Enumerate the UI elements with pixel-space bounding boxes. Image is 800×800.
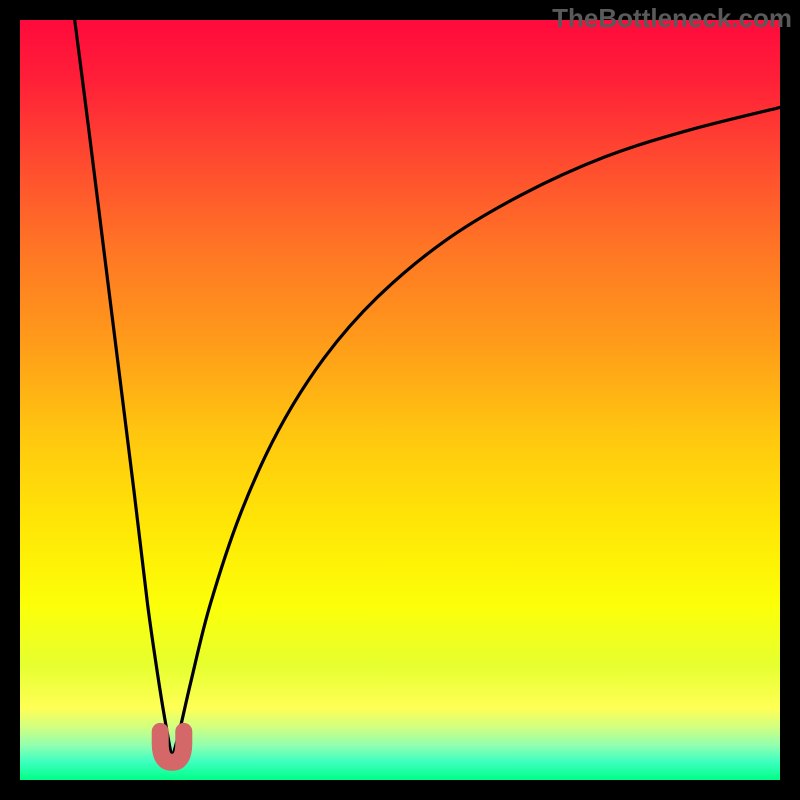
chart-svg	[0, 0, 800, 800]
plot-background	[20, 20, 780, 780]
chart-frame	[0, 0, 800, 800]
watermark-text: TheBottleneck.com	[552, 3, 792, 34]
